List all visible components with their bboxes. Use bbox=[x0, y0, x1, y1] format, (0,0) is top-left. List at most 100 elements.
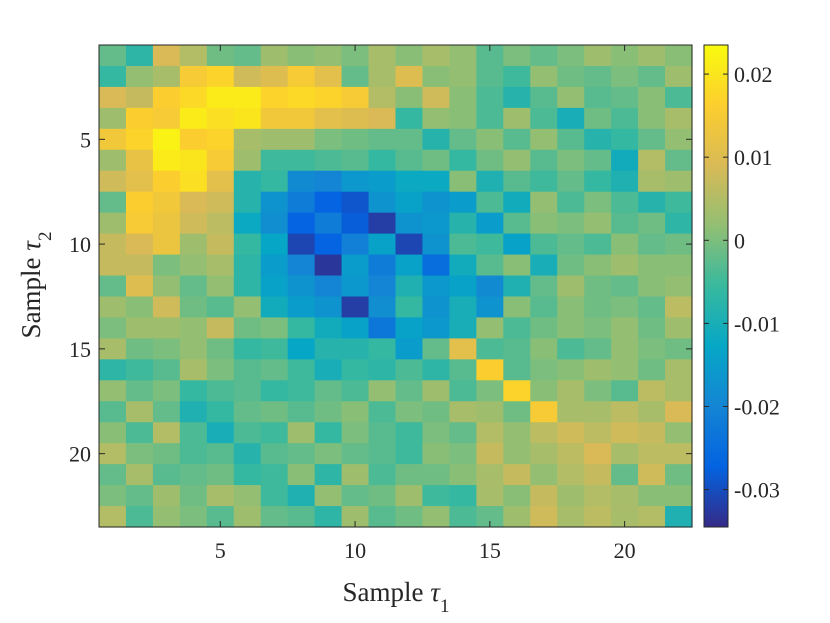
heatmap-cell bbox=[152, 233, 181, 256]
heatmap-cell bbox=[125, 45, 154, 67]
heatmap-cell bbox=[260, 275, 289, 298]
heatmap-cell bbox=[665, 170, 693, 193]
heatmap-cell bbox=[476, 65, 504, 88]
heatmap-cell bbox=[179, 485, 208, 507]
heatmap-cell bbox=[260, 254, 289, 277]
heatmap-cell bbox=[233, 464, 262, 486]
heatmap-cell bbox=[611, 233, 639, 256]
heatmap-cell bbox=[584, 275, 612, 298]
heatmap-cell bbox=[260, 338, 289, 360]
heatmap-cell bbox=[449, 506, 477, 528]
heatmap-cell bbox=[665, 485, 693, 507]
heatmap-cell bbox=[584, 317, 612, 339]
heatmap-cell bbox=[341, 464, 370, 486]
y-tick-label: 15 bbox=[69, 337, 91, 362]
heatmap-cell bbox=[368, 128, 397, 151]
x-axis-ticks: 5 10 15 20 bbox=[215, 45, 636, 563]
heatmap-cell bbox=[179, 422, 208, 444]
heatmap-cell bbox=[422, 149, 450, 172]
heatmap-cell bbox=[341, 506, 370, 528]
heatmap-cell bbox=[125, 170, 154, 193]
heatmap-cell bbox=[99, 170, 127, 193]
heatmap-cell bbox=[449, 149, 477, 172]
heatmap-cell bbox=[449, 233, 477, 256]
heatmap-cell bbox=[314, 401, 343, 423]
heatmap-cell bbox=[341, 254, 370, 277]
heatmap-cell bbox=[341, 317, 370, 339]
heatmap-cell bbox=[476, 254, 504, 277]
heatmap-cell bbox=[314, 464, 343, 486]
heatmap-cell bbox=[557, 380, 585, 402]
heatmap-cell bbox=[287, 149, 316, 172]
heatmap-cell bbox=[368, 86, 397, 109]
heatmap-cell bbox=[584, 380, 612, 402]
heatmap-cell bbox=[422, 317, 450, 339]
heatmap-cell bbox=[665, 464, 693, 486]
heatmap-cell bbox=[341, 380, 370, 402]
heatmap-cell bbox=[341, 65, 370, 88]
heatmap-cell bbox=[503, 401, 531, 423]
heatmap-cell bbox=[125, 128, 154, 151]
heatmap-cell bbox=[530, 275, 558, 298]
heatmap-cell bbox=[638, 212, 666, 235]
heatmap-cell bbox=[314, 128, 343, 151]
heatmap-cell bbox=[368, 359, 397, 381]
heatmap-cell bbox=[611, 359, 639, 381]
heatmap-cell bbox=[287, 422, 316, 444]
heatmap-cell bbox=[233, 401, 262, 423]
heatmap-cell bbox=[368, 422, 397, 444]
heatmap-cell bbox=[557, 443, 585, 465]
heatmap-cell bbox=[287, 338, 316, 360]
heatmap-cell bbox=[125, 506, 154, 528]
heatmap-cell bbox=[530, 380, 558, 402]
heatmap-cell bbox=[584, 338, 612, 360]
heatmap-cell bbox=[179, 86, 208, 109]
heatmap-cell bbox=[665, 317, 693, 339]
heatmap-cell bbox=[152, 212, 181, 235]
heatmap-cell bbox=[395, 296, 424, 319]
heatmap-cell bbox=[503, 254, 531, 277]
heatmap-cell bbox=[341, 296, 370, 319]
heatmap-cell bbox=[314, 275, 343, 298]
heatmap-cell bbox=[476, 86, 504, 109]
heatmap-cell bbox=[422, 65, 450, 88]
heatmap-cell bbox=[476, 45, 504, 67]
heatmap-cell bbox=[206, 464, 235, 486]
colorbar-tick-label: 0.02 bbox=[734, 62, 773, 87]
heatmap-cell bbox=[260, 422, 289, 444]
heatmap-cell bbox=[476, 170, 504, 193]
heatmap-cell bbox=[503, 380, 531, 402]
heatmap-cell bbox=[125, 359, 154, 381]
heatmap-cell bbox=[287, 359, 316, 381]
heatmap-cell bbox=[638, 485, 666, 507]
heatmap-cell bbox=[152, 45, 181, 67]
heatmap-cell bbox=[395, 401, 424, 423]
heatmap-cell bbox=[611, 485, 639, 507]
heatmap-cell bbox=[260, 317, 289, 339]
heatmap-cell bbox=[584, 128, 612, 151]
heatmap-cell bbox=[368, 170, 397, 193]
heatmap-cell bbox=[179, 170, 208, 193]
heatmap-cell bbox=[125, 191, 154, 214]
heatmap-cell bbox=[99, 254, 127, 277]
heatmap-cell bbox=[206, 443, 235, 465]
heatmap-cell bbox=[341, 275, 370, 298]
heatmap-cell bbox=[503, 317, 531, 339]
heatmap-cell bbox=[503, 485, 531, 507]
heatmap-cell bbox=[395, 338, 424, 360]
heatmap-cell bbox=[584, 212, 612, 235]
heatmap-cell bbox=[449, 86, 477, 109]
heatmap-cell bbox=[395, 212, 424, 235]
heatmap-cell bbox=[476, 443, 504, 465]
heatmap-cell bbox=[260, 464, 289, 486]
heatmap-cell bbox=[395, 443, 424, 465]
y-tick-label: 5 bbox=[80, 127, 91, 152]
heatmap-cell bbox=[422, 506, 450, 528]
heatmap-cell bbox=[584, 45, 612, 67]
heatmap-cell bbox=[287, 506, 316, 528]
heatmap-cell bbox=[395, 317, 424, 339]
heatmap-cell bbox=[584, 191, 612, 214]
heatmap-cell bbox=[179, 212, 208, 235]
heatmap-cell bbox=[665, 212, 693, 235]
